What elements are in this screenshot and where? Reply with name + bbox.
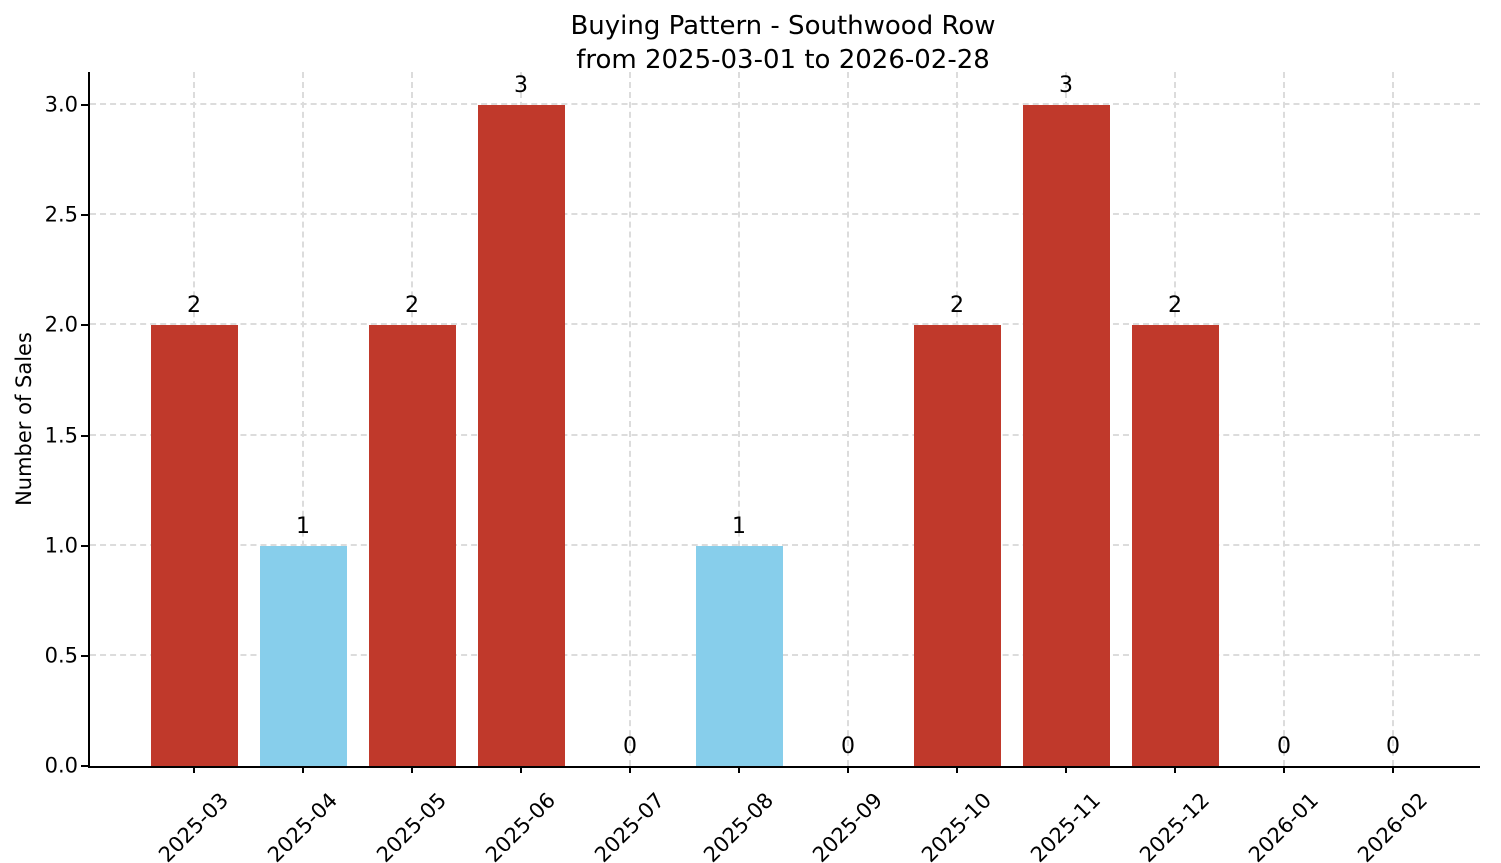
- bar-2025-04: [259, 545, 347, 766]
- y-axis-label: Number of Sales: [12, 332, 36, 506]
- y-tick-mark: [81, 104, 88, 107]
- x-tick-label: 2025-03: [154, 788, 234, 863]
- x-tick-mark: [411, 766, 413, 773]
- y-tick-label: 1.0: [44, 533, 78, 558]
- x-tick-label: 2025-07: [590, 788, 670, 863]
- v-gridline: [1283, 72, 1285, 766]
- x-tick-mark: [302, 766, 304, 773]
- y-tick-label: 2.5: [44, 202, 78, 227]
- chart-title: Buying Pattern - Southwood Row from 2025…: [88, 10, 1478, 78]
- bar-2025-10: [913, 325, 1001, 766]
- h-gridline: [90, 433, 1480, 436]
- bar-2025-12: [1131, 325, 1219, 766]
- x-tick-label: 2025-11: [1026, 788, 1106, 863]
- x-tick-label: 2025-05: [372, 788, 452, 863]
- x-tick-mark: [193, 766, 195, 773]
- bar-2025-08: [695, 545, 783, 766]
- h-gridline: [90, 543, 1480, 546]
- bar-value-label: 2: [405, 293, 419, 319]
- y-tick-label: 0.0: [44, 753, 78, 778]
- x-tick-mark: [1174, 766, 1176, 773]
- x-tick-label: 2025-09: [808, 788, 888, 863]
- y-tick-mark: [81, 434, 88, 437]
- bar-2025-03: [150, 325, 238, 766]
- y-tick-mark: [81, 765, 88, 767]
- v-gridline: [738, 72, 740, 766]
- v-gridline: [1392, 72, 1394, 766]
- x-tick-mark: [520, 766, 522, 773]
- bar-2025-05: [368, 325, 456, 766]
- chart-title-line2: from 2025-03-01 to 2026-02-28: [576, 44, 990, 75]
- x-tick-mark: [1283, 766, 1285, 773]
- bar-value-label: 2: [1168, 293, 1182, 319]
- x-tick-mark: [847, 766, 849, 773]
- x-tick-label: 2025-04: [263, 788, 343, 863]
- chart-title-line1: Buying Pattern - Southwood Row: [570, 11, 996, 41]
- bar-value-label: 0: [841, 734, 855, 759]
- bar-value-label: 1: [732, 513, 746, 539]
- v-gridline: [629, 72, 631, 766]
- x-tick-mark: [629, 766, 631, 773]
- y-tick-label: 0.5: [44, 643, 78, 668]
- h-gridline: [90, 103, 1480, 106]
- bar-value-label: 0: [623, 734, 637, 759]
- h-gridline: [90, 323, 1480, 326]
- v-gridline: [302, 72, 304, 766]
- y-tick-mark: [81, 544, 88, 547]
- y-tick-label: 2.0: [44, 312, 78, 337]
- x-tick-mark: [956, 766, 958, 773]
- x-tick-mark: [738, 766, 740, 773]
- x-tick-label: 2025-06: [481, 788, 561, 863]
- plot-area: 0.0 0.5 1.0 1.5 2.0 2.5 3.0 2 2025-03 1 2025-04 2 20…: [45, 72, 1480, 863]
- bar-value-label: 1: [296, 513, 310, 539]
- x-tick-label: 2025-12: [1135, 788, 1215, 863]
- bar-value-label: 2: [187, 293, 201, 319]
- bar-value-label: 3: [514, 73, 528, 99]
- bar-2025-06: [477, 105, 565, 766]
- y-tick-label: 3.0: [44, 92, 78, 117]
- x-tick-mark: [1392, 766, 1394, 773]
- v-gridline: [847, 72, 849, 766]
- bar-value-label: 3: [1059, 73, 1073, 99]
- y-tick-mark: [81, 324, 88, 327]
- x-tick-mark: [1065, 766, 1067, 773]
- bar-value-label: 0: [1386, 734, 1400, 759]
- h-gridline: [90, 213, 1480, 216]
- bar-value-label: 0: [1277, 734, 1291, 759]
- x-tick-label: 2026-02: [1353, 788, 1433, 863]
- h-gridline: [90, 653, 1480, 656]
- y-tick-label: 1.5: [44, 423, 78, 448]
- y-tick-mark: [81, 654, 88, 657]
- bar-2025-11: [1022, 105, 1110, 766]
- y-tick-mark: [81, 214, 88, 217]
- x-tick-label: 2026-01: [1244, 788, 1324, 863]
- bar-value-label: 2: [950, 293, 964, 319]
- x-tick-label: 2025-08: [699, 788, 779, 863]
- x-tick-label: 2025-10: [917, 788, 997, 863]
